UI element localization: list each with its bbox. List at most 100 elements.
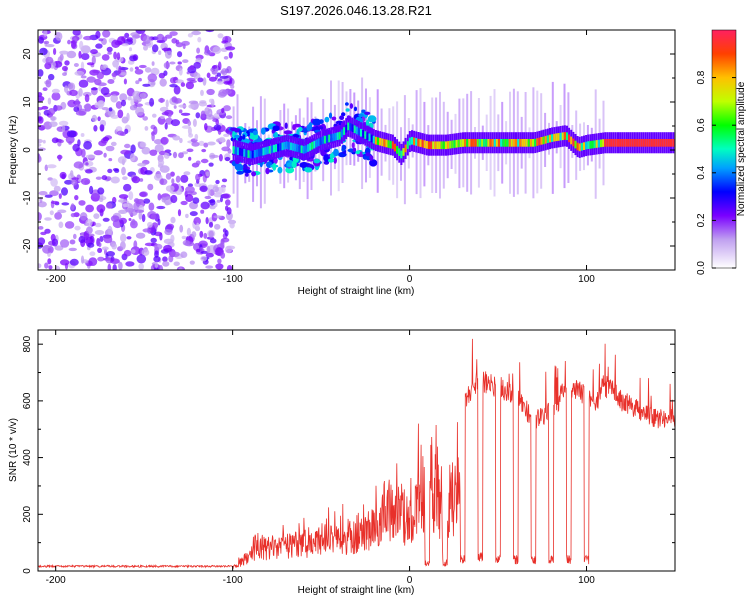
noise-speckle xyxy=(186,227,191,236)
noise-speckle xyxy=(85,218,93,227)
carrier-core xyxy=(523,139,526,147)
noise-speckle xyxy=(69,239,76,245)
carrier-core xyxy=(472,139,475,147)
signal-blotch xyxy=(251,171,257,177)
noise-speckle xyxy=(205,265,214,269)
carrier-core xyxy=(445,141,447,150)
noise-speckle xyxy=(179,224,184,233)
noise-speckle xyxy=(58,120,69,126)
noise-speckle xyxy=(178,152,184,159)
y-tick-label: 10 xyxy=(22,96,33,108)
signal-blotch xyxy=(341,112,346,117)
carrier-core xyxy=(657,139,660,147)
signal-blotch xyxy=(238,129,242,136)
carrier-core xyxy=(236,147,239,155)
noise-speckle xyxy=(189,64,195,71)
carrier-core xyxy=(394,143,396,152)
noise-speckle xyxy=(42,139,46,144)
noise-speckle xyxy=(103,152,107,158)
signal-blotch xyxy=(355,150,361,155)
noise-speckle xyxy=(209,198,216,206)
noise-speckle xyxy=(151,132,155,142)
noise-speckle xyxy=(102,30,111,38)
noise-speckle xyxy=(192,197,200,204)
noise-speckle xyxy=(189,211,198,217)
noise-speckle xyxy=(143,198,151,204)
signal-blotch xyxy=(339,115,345,120)
carrier-core xyxy=(415,138,418,146)
noise-speckle xyxy=(172,135,181,141)
noise-speckle xyxy=(134,103,143,107)
noise-speckle xyxy=(150,81,156,86)
signal-blotch xyxy=(352,147,357,152)
noise-speckle xyxy=(137,162,147,167)
noise-speckle xyxy=(117,109,124,119)
noise-speckle xyxy=(84,94,90,103)
carrier-core xyxy=(347,122,350,131)
carrier-core xyxy=(512,139,515,147)
noise-speckle xyxy=(191,141,200,147)
y-tick-label: 400 xyxy=(22,449,33,466)
noise-speckle xyxy=(51,88,60,94)
noise-speckle xyxy=(162,256,168,263)
noise-speckle xyxy=(152,113,157,118)
carrier-core xyxy=(438,141,441,150)
noise-speckle xyxy=(49,210,54,216)
noise-speckle xyxy=(100,87,110,96)
carrier-core xyxy=(612,139,615,147)
noise-speckle xyxy=(154,261,159,269)
noise-speckle xyxy=(95,30,101,39)
noise-speckle xyxy=(228,51,233,59)
noise-speckle xyxy=(205,217,209,225)
carrier-core xyxy=(287,141,290,150)
noise-speckle xyxy=(64,60,70,66)
snr-plot-area xyxy=(38,338,675,569)
carrier-core xyxy=(604,139,607,147)
noise-speckle xyxy=(67,83,74,90)
noise-speckle xyxy=(38,95,45,102)
noise-speckle xyxy=(59,171,67,179)
noise-speckle xyxy=(209,205,216,210)
noise-speckle xyxy=(171,178,175,185)
noise-speckle xyxy=(120,241,126,250)
carrier-core xyxy=(355,126,358,135)
noise-speckle xyxy=(135,30,146,34)
signal-blotch xyxy=(230,127,238,132)
noise-speckle xyxy=(218,154,223,162)
snr-frame xyxy=(37,329,676,572)
noise-speckle xyxy=(158,72,166,79)
y-tick-label: 0 xyxy=(22,147,33,153)
carrier-core xyxy=(597,139,600,148)
noise-speckle xyxy=(78,200,86,206)
noise-speckle xyxy=(117,156,127,164)
noise-speckle xyxy=(200,250,209,254)
noise-speckle xyxy=(188,104,195,109)
carrier-core xyxy=(413,137,416,146)
noise-speckle xyxy=(217,258,222,264)
noise-speckle xyxy=(38,143,42,147)
noise-speckle xyxy=(181,40,190,46)
spectrum-ylabel: Frequency (Hz) xyxy=(8,116,19,185)
noise-speckle xyxy=(46,164,57,169)
noise-speckle xyxy=(142,83,151,87)
carrier-core xyxy=(425,141,428,149)
noise-speckle xyxy=(222,89,232,95)
carrier-core xyxy=(381,138,384,147)
carrier-core xyxy=(387,140,390,148)
carrier-core xyxy=(633,139,636,147)
carrier-core xyxy=(298,144,301,153)
y-tick-label: -10 xyxy=(22,190,33,205)
noise-speckle xyxy=(142,116,148,121)
noise-speckle xyxy=(191,231,197,238)
noise-speckle xyxy=(98,38,104,42)
carrier-core xyxy=(239,147,241,156)
noise-speckle xyxy=(149,149,158,156)
carrier-core xyxy=(253,150,256,158)
noise-speckle xyxy=(170,119,180,127)
noise-speckle xyxy=(123,78,127,85)
noise-speckle xyxy=(150,213,157,220)
spectral-streak xyxy=(524,92,527,194)
noise-speckle xyxy=(43,40,50,45)
noise-speckle xyxy=(157,193,162,201)
signal-blotch xyxy=(283,130,293,135)
